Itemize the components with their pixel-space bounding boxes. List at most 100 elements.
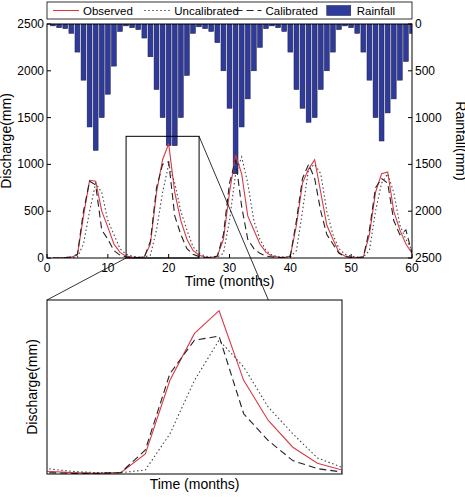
y2-tick-label: 0 xyxy=(415,17,422,31)
x-tick xyxy=(47,254,48,258)
legend-label: Rainfall xyxy=(357,5,395,17)
rain-bar xyxy=(361,24,366,52)
rain-bar xyxy=(379,24,384,141)
chart: 0102030405060050010001500200025000500100… xyxy=(0,0,465,500)
y2-tick-label: 1500 xyxy=(415,157,442,171)
y2-tick-label: 500 xyxy=(415,64,435,78)
legend-swatch xyxy=(144,10,170,11)
y-tick xyxy=(47,70,51,71)
rain-bar xyxy=(233,24,238,174)
series-line xyxy=(53,157,412,258)
x-tick xyxy=(107,254,108,258)
rain-bar xyxy=(337,24,342,30)
rain-bar xyxy=(118,24,123,31)
legend-box xyxy=(47,2,412,19)
legend-label: Observed xyxy=(83,5,133,17)
y-tick xyxy=(47,117,51,118)
inset-background xyxy=(47,300,342,474)
rain-bar xyxy=(99,24,104,118)
rain-bar xyxy=(355,24,360,33)
plot-frame xyxy=(47,24,412,258)
series-line xyxy=(47,311,342,474)
y2-tick xyxy=(408,258,412,259)
y-tick-label: 1500 xyxy=(17,111,44,125)
rain-bar xyxy=(87,24,92,127)
rain-bar xyxy=(130,24,135,28)
y2-tick-label: 2500 xyxy=(415,251,442,265)
y-tick-label: 2000 xyxy=(17,64,44,78)
zoom-box xyxy=(126,136,199,258)
rain-bar xyxy=(282,24,287,31)
rain-bar xyxy=(312,24,317,118)
rain-bar xyxy=(324,24,329,71)
rain-bar xyxy=(257,24,262,47)
y-tick-label: 0 xyxy=(37,251,44,265)
rain-bar xyxy=(288,24,293,52)
y2-tick xyxy=(408,117,412,118)
y2-tick xyxy=(408,164,412,165)
x-tick xyxy=(290,254,291,258)
rain-bar xyxy=(184,24,189,75)
rain-bar xyxy=(142,24,147,38)
y-tick-label: 2500 xyxy=(17,17,44,31)
rain-bar xyxy=(276,24,281,28)
rain-bar xyxy=(251,24,256,71)
rain-bar xyxy=(306,24,311,122)
y-axis-label: Discharge(mm) xyxy=(0,93,14,189)
rain-bar xyxy=(93,24,98,150)
inset-plot-area xyxy=(47,311,342,474)
rain-bar xyxy=(178,24,183,118)
rain-bar xyxy=(105,24,110,94)
rain-bar xyxy=(245,24,250,99)
x-tick xyxy=(229,254,230,258)
rain-bar xyxy=(221,24,226,71)
rain-bar xyxy=(330,24,335,52)
rain-bar xyxy=(367,24,372,80)
legend-swatch xyxy=(53,10,79,11)
y-tick xyxy=(47,24,51,25)
series-line xyxy=(53,160,412,258)
rain-bar xyxy=(111,24,116,66)
rain-bar xyxy=(391,24,396,99)
y2-tick-label: 1000 xyxy=(415,111,442,125)
y-tick xyxy=(47,258,51,259)
rain-bar xyxy=(373,24,378,118)
x-tick xyxy=(351,254,352,258)
plot-area xyxy=(51,24,412,258)
x-tick-label: 0 xyxy=(44,261,51,275)
y-tick-label: 1000 xyxy=(17,157,44,171)
y2-tick xyxy=(408,70,412,71)
inset-frame xyxy=(47,300,342,474)
y-tick xyxy=(47,164,51,165)
zoom-connector xyxy=(47,258,126,300)
rain-bar xyxy=(57,24,62,28)
rain-bar xyxy=(294,24,299,90)
x-tick xyxy=(168,254,169,258)
x-axis-label: Time (months) xyxy=(185,273,275,289)
rain-bar xyxy=(75,24,80,52)
series-line xyxy=(53,144,412,258)
rain-bar xyxy=(154,24,159,90)
legend-label: Uncalibrated xyxy=(174,5,239,17)
rain-bar xyxy=(166,24,171,146)
x-tick-label: 50 xyxy=(344,261,358,275)
rain-bar xyxy=(318,24,323,90)
rain-bar xyxy=(148,24,153,57)
rain-bar xyxy=(136,24,141,30)
rain-bar xyxy=(227,24,232,108)
inset-y-axis-label: Discharge(mm) xyxy=(24,339,40,435)
legend-swatch xyxy=(236,10,262,11)
rain-bar xyxy=(349,24,354,28)
rain-bar xyxy=(160,24,165,118)
series-line xyxy=(47,333,342,474)
rain-bar xyxy=(81,24,86,80)
rain-bar xyxy=(397,24,402,80)
rain-bar xyxy=(300,24,305,108)
y2-tick xyxy=(408,211,412,212)
rain-bar xyxy=(63,24,68,29)
legend-swatch xyxy=(327,6,351,16)
legend-label: Calibrated xyxy=(266,5,318,17)
y-tick-label: 500 xyxy=(24,204,44,218)
x-tick-label: 20 xyxy=(162,261,176,275)
rain-bar xyxy=(385,24,390,113)
